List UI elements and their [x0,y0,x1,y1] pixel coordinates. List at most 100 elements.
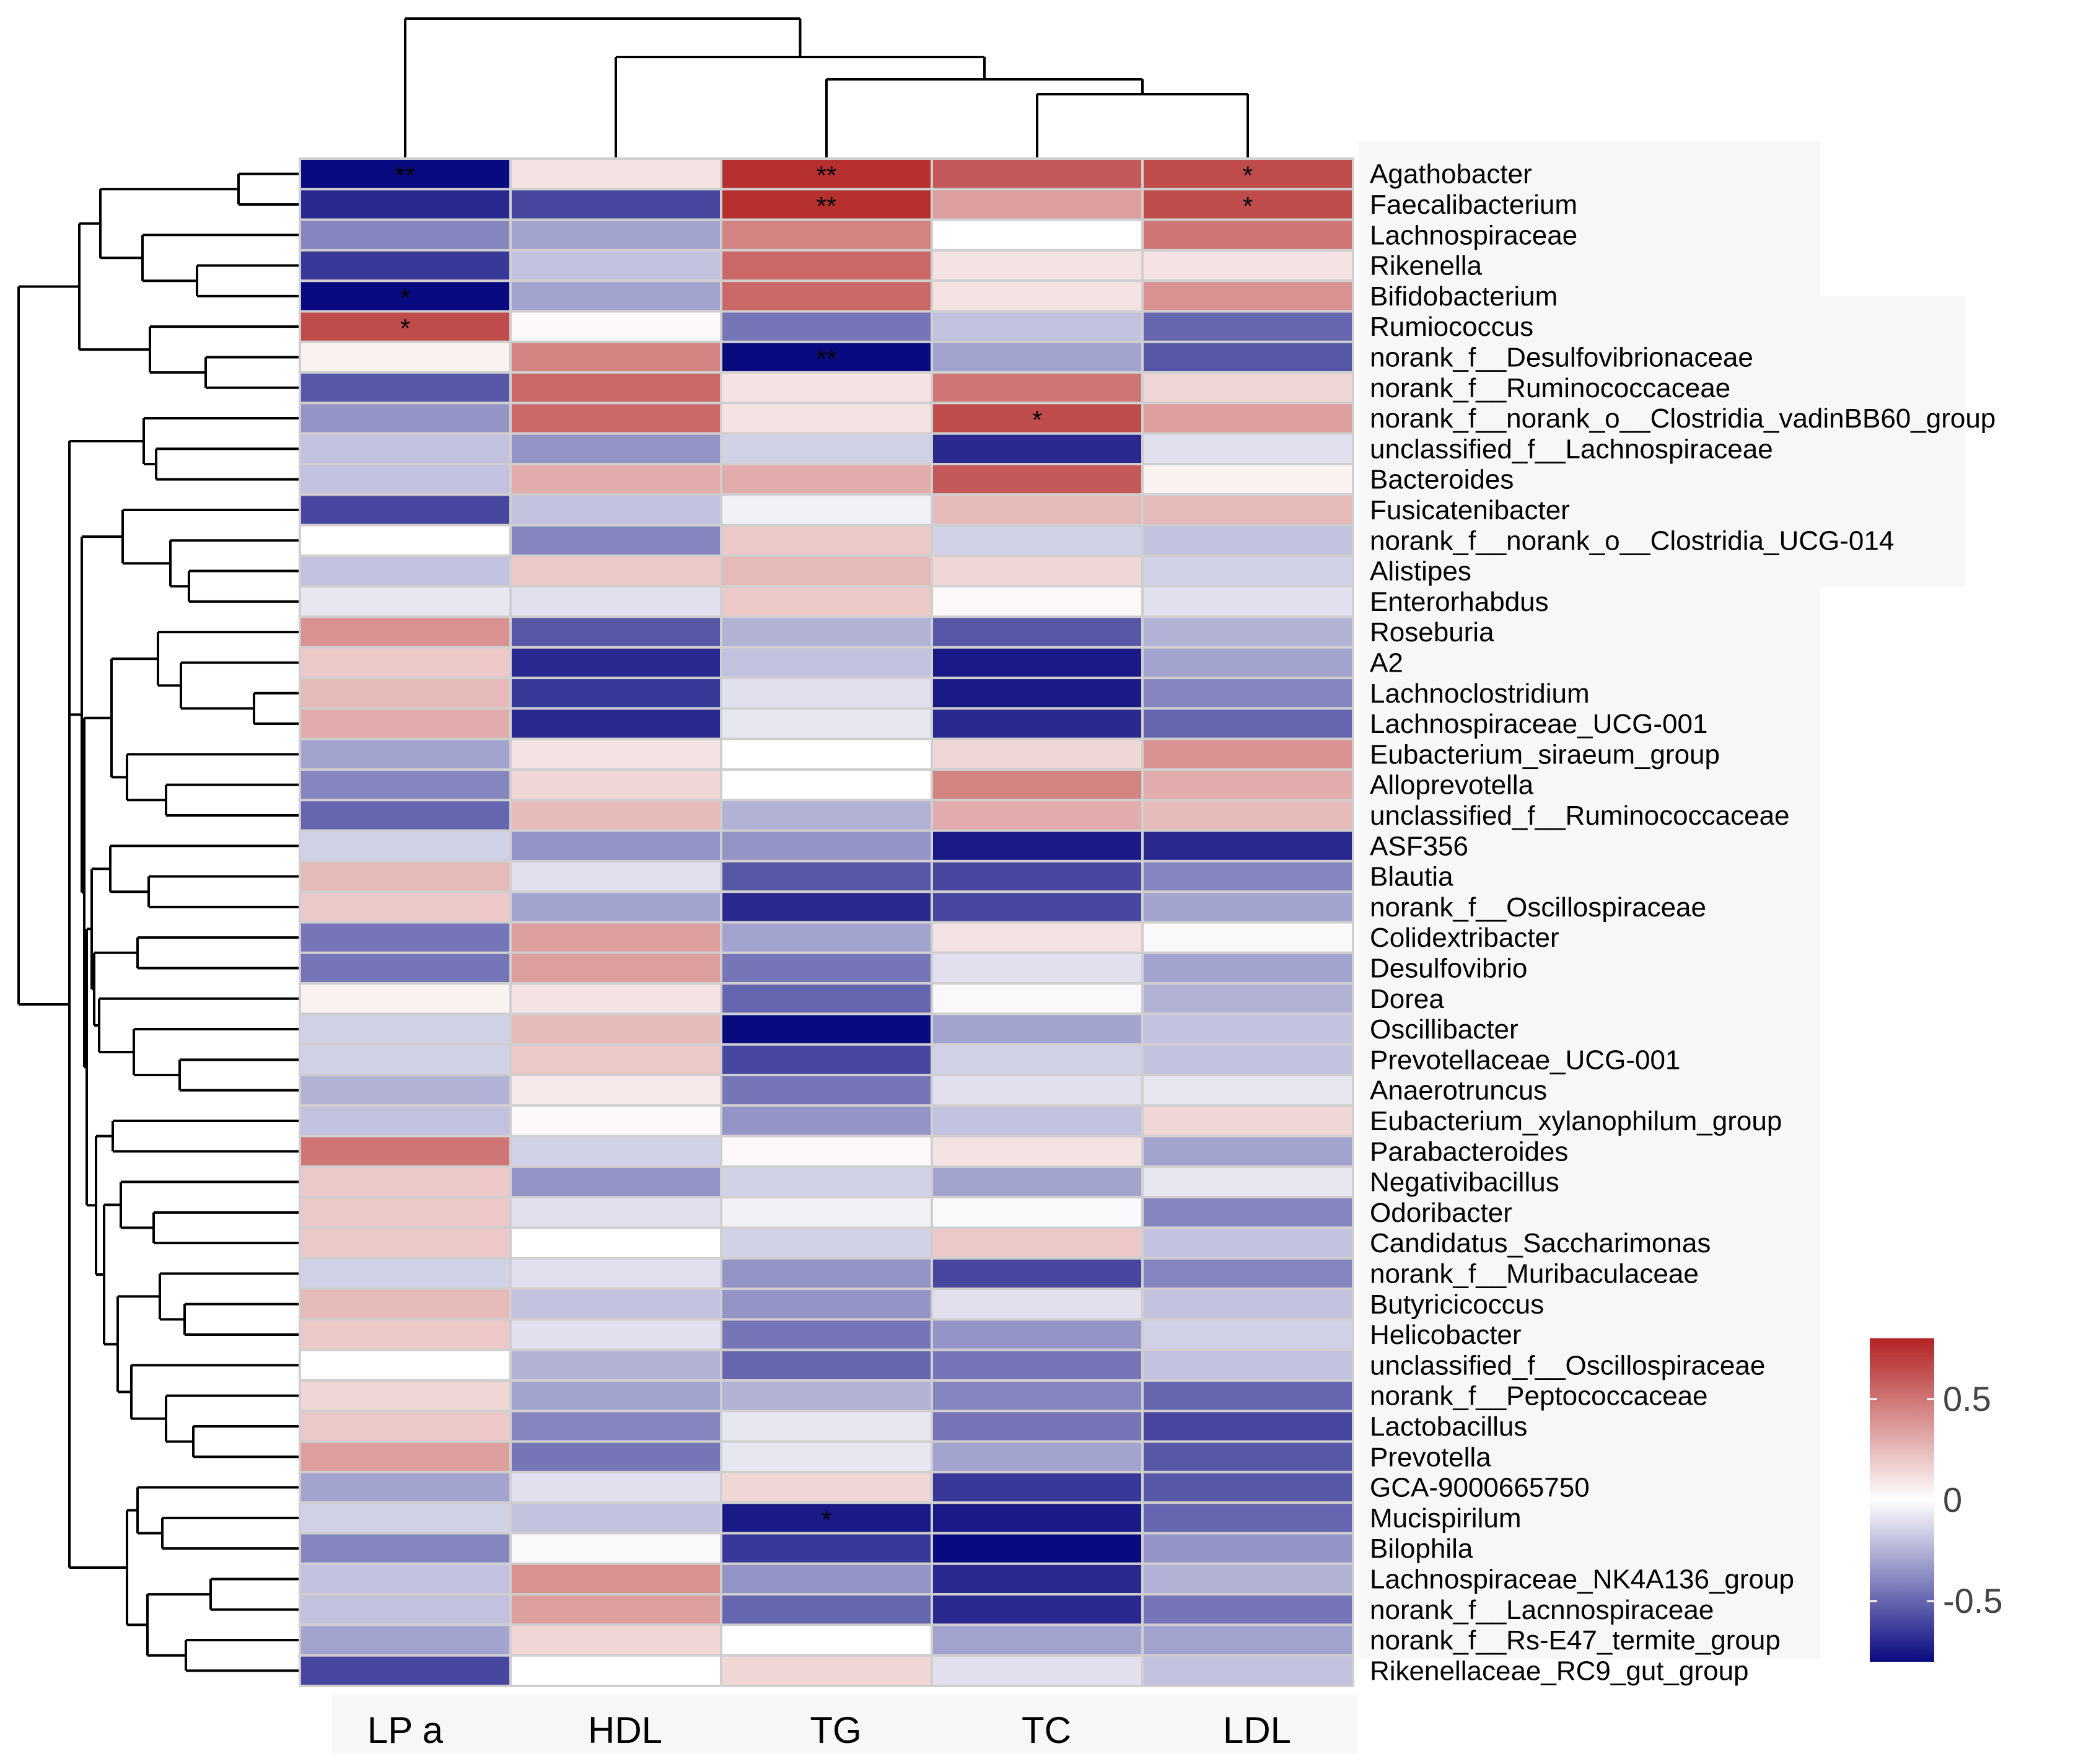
heatmap-cell [931,859,1144,893]
heatmap-cell [299,1134,512,1168]
row-label-bilophila: Bilophila [1370,1534,1473,1564]
column-label-tc: TC [1022,1709,1071,1751]
heatmap-cell [1141,1440,1354,1473]
heatmap-cell [720,951,933,985]
heatmap-cell [299,1348,512,1382]
heatmap-cell [1141,1379,1354,1413]
heatmap-cell [1141,799,1354,832]
heatmap-cell [509,951,722,985]
heatmap-cell [509,1257,722,1291]
heatmap-cell [1141,1532,1354,1565]
column-label-lp-a: LP a [367,1709,444,1751]
heatmap-cell [931,737,1144,771]
row-label-norank-f-ruminococcaceae: norank_f__Ruminococcaceae [1370,373,1730,403]
heatmap-cell [1141,1318,1354,1351]
significance-marker: * [1243,191,1253,221]
row-label-gca-9000665750: GCA-9000665750 [1370,1473,1590,1503]
row-label-fusicatenibacter: Fusicatenibacter [1370,495,1570,525]
heatmap-cell [299,1379,512,1413]
heatmap-cell [720,921,933,954]
heatmap-cell [1141,402,1354,435]
heatmap-cell [299,248,512,283]
heatmap-cell [299,951,512,985]
heatmap-cell [931,1134,1144,1168]
heatmap-cell [299,799,512,832]
heatmap-cell [931,463,1144,496]
heatmap-cell [509,1348,722,1382]
heatmap-cell [931,1532,1144,1565]
heatmap-cell [509,1288,722,1321]
heatmap-cell [299,1562,512,1596]
row-label-unclassified-f-oscillospiraceae: unclassified_f__Oscillospiraceae [1370,1350,1765,1380]
heatmap-cell [1141,646,1354,680]
heatmap-cell [509,890,722,924]
heatmap-cell [299,646,512,680]
row-label-norank-f-norank-o-clostridia-ucg-014: norank_f__norank_o__Clostridia_UCG-014 [1370,525,1894,556]
heatmap-cell [931,1501,1144,1535]
heatmap-cell [1141,1257,1354,1291]
heatmap-cell [509,157,722,191]
heatmap-cell [509,677,722,710]
heatmap-cell [931,1623,1144,1657]
row-label-dorea: Dorea [1370,984,1444,1014]
row-label-lachnospiraceae-nk4a136-group: Lachnospiraceae_NK4A136_group [1370,1564,1794,1594]
heatmap-cell [299,1288,512,1321]
significance-marker: * [1032,405,1042,434]
heatmap-cell [720,737,933,771]
row-label-unclassified-f-lachnospiraceae: unclassified_f__Lachnospiraceae [1370,434,1773,464]
heatmap-cell [299,1074,512,1107]
row-label-norank-f-norank-o-clostridia-vadinbb60-group: norank_f__norank_o__Clostridia_vadinBB60… [1370,403,1996,434]
row-label-colidextribacter: Colidextribacter [1370,923,1559,953]
heatmap-cell [299,1410,512,1443]
heatmap-cell [299,1470,512,1504]
heatmap-cell [509,493,722,527]
heatmap-cell [931,1440,1144,1473]
heatmap-cell [720,1379,933,1413]
heatmap-cell [509,310,722,343]
heatmap-cell [1141,554,1354,588]
significance-marker: * [1243,161,1253,190]
heatmap-cell [931,1226,1144,1260]
heatmap-cell [720,1654,933,1687]
heatmap-cell [720,890,933,924]
heatmap-cell [1141,1562,1354,1596]
row-label-asf356: ASF356 [1370,831,1468,861]
row-label-alistipes: Alistipes [1370,556,1471,587]
row-label-candidatus-saccharimonas: Candidatus_Saccharimonas [1370,1228,1711,1258]
heatmap-cell [931,1348,1144,1382]
color-legend: 0.5 0 -0.5 [1870,1338,2003,1662]
row-label-lachnospiraceae: Lachnospiraceae [1370,220,1577,250]
heatmap-cell [299,768,512,802]
heatmap-cell [1141,585,1354,618]
heatmap-cell [720,248,933,283]
heatmap-cell [931,646,1144,680]
heatmap-cell [1141,1226,1354,1260]
heatmap-cell [1141,1165,1354,1199]
heatmap-cell [1141,707,1354,740]
heatmap-cell [509,218,722,252]
heatmap-cell [931,218,1144,252]
heatmap-cell [720,859,933,893]
heatmap-cell [509,1165,722,1199]
heatmap-cell [931,1593,1144,1626]
heatmap-cell [720,310,933,343]
row-label-negativibacillus: Negativibacillus [1370,1167,1559,1198]
heatmap-cell [509,248,722,283]
heatmap-cell [1141,768,1354,802]
heatmap-cell [1141,1410,1354,1443]
heatmap-cell [720,1012,933,1046]
heatmap-cell [931,371,1144,405]
heatmap-cell [299,1043,512,1076]
heatmap-cell [720,677,933,710]
row-label-faecalibacterium: Faecalibacterium [1370,190,1577,220]
row-label-parabacteroides: Parabacteroides [1370,1136,1568,1167]
heatmap-cell [931,524,1144,557]
heatmap-cell [299,615,512,649]
heatmap-cell [931,279,1144,313]
row-dendrogram [17,172,300,1672]
heatmap-cell [299,554,512,588]
heatmap-cell [509,768,722,802]
heatmap-cell [1141,310,1354,343]
heatmap-cell [720,218,933,252]
row-label-norank-f-peptococcaceae: norank_f__Peptococcaceae [1370,1381,1708,1411]
